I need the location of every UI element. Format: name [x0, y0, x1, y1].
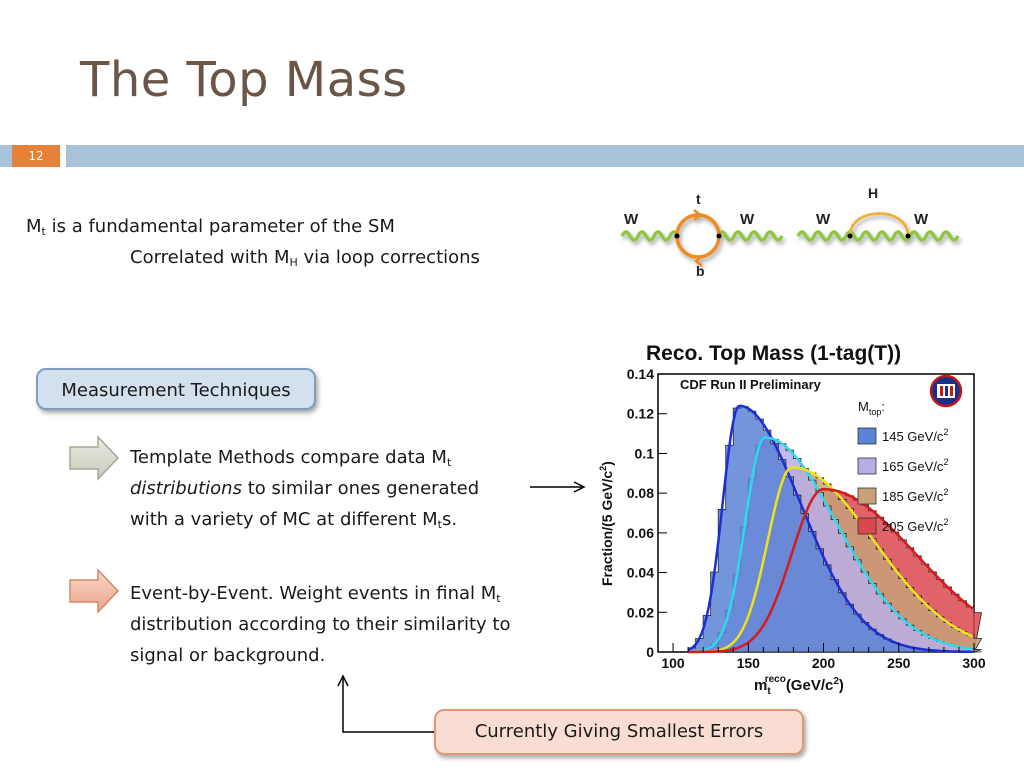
- event-line-1-text: Event-by-Event. Weight events in final M: [130, 583, 497, 604]
- chart-annotation: CDF Run II Preliminary: [680, 377, 822, 392]
- smallest-errors-box: Currently Giving Smallest Errors: [434, 709, 804, 755]
- legend-label: 185 GeV/c2: [882, 487, 948, 504]
- legend-label: 145 GeV/c2: [882, 427, 948, 444]
- chart-areas: [687, 406, 983, 653]
- template-line-3-text: with a variety of MC at different M: [130, 509, 438, 530]
- fit-curve-200: [688, 487, 974, 654]
- legend-label: 165 GeV/c2: [882, 457, 948, 474]
- template-line-1-text: Template Methods compare data M: [130, 447, 447, 468]
- event-line-1: Event-by-Event. Weight events in final M…: [130, 578, 501, 609]
- mt-symbol: M: [26, 216, 42, 237]
- template-italic: distributions: [130, 478, 242, 499]
- x-tick-label: 100: [661, 655, 685, 671]
- legend-swatch: [857, 487, 877, 505]
- chart-curves: [687, 404, 974, 654]
- header-band-left: [0, 145, 12, 167]
- template-line-3-end: s.: [441, 509, 458, 530]
- template-arrow-icon: [69, 435, 120, 481]
- intro-line-2-rest: via loop corrections: [303, 247, 480, 268]
- chart-legend: Mtop: 145 GeV/c2 165 GeV/c2 185 GeV/c2 205 …: [857, 399, 948, 535]
- event-line-3: signal or background.: [130, 645, 326, 666]
- x-tick-label: 200: [812, 655, 836, 671]
- top-bottom-loop: [675, 213, 721, 259]
- fit-curve-144: [687, 404, 973, 654]
- legend-swatch: [857, 457, 877, 475]
- feynman-label-w2-right: W: [914, 211, 929, 228]
- event-arrow-icon: [69, 568, 120, 614]
- y-tick-label: 0.04: [627, 565, 654, 581]
- legend-label: 205 GeV/c2: [882, 517, 948, 534]
- x-tick-label: 250: [887, 655, 911, 671]
- x-tick-label: 300: [962, 655, 986, 671]
- chart-axes: 100 150 200 250 300 0 0.02 0.04 0.06 0.08 0.1 0.12 0…: [627, 366, 986, 671]
- y-tick-label: 0.1: [635, 445, 655, 461]
- template-mt-sub-2: t: [437, 518, 442, 531]
- pointer-arrow-to-event: [342, 678, 434, 733]
- feynman-label-w1-left: W: [624, 211, 639, 228]
- w-boson-left-2: [796, 230, 960, 242]
- feynman-label-w1-right: W: [740, 211, 755, 228]
- feynman-diagrams: W W t b W W H: [620, 185, 960, 279]
- w-boson-right-1: [716, 230, 784, 242]
- fit-curve-161: [688, 436, 973, 654]
- measurement-techniques-box: Measurement Techniques: [36, 368, 316, 410]
- feynman-label-b: b: [696, 263, 705, 279]
- y-tick-label: 0.14: [627, 366, 654, 382]
- top-mass-chart: Reco. Top Mass (1-tag(T)) 100 150 200 250 30…: [598, 342, 986, 696]
- feynman-label-h: H: [868, 185, 878, 201]
- w-boson-left-1: [620, 230, 680, 242]
- template-line-2-text: to similar ones generated: [247, 478, 480, 499]
- y-tick-label: 0.06: [627, 525, 654, 541]
- x-axis-label: mtreco(GeV/c2): [754, 674, 844, 696]
- template-line-3: with a variety of MC at different Mts.: [130, 504, 457, 535]
- template-mt-sub-1: t: [446, 456, 452, 469]
- header-band-right: [66, 145, 1024, 167]
- intro-line-2: Correlated with MH via loop corrections: [130, 242, 480, 273]
- intro-line-1-text: is a fundamental parameter of the SM: [51, 216, 395, 237]
- template-line-1: Template Methods compare data Mt: [130, 442, 451, 473]
- slide-title: The Top Mass: [80, 52, 408, 108]
- intro-line-2-text: Correlated with M: [130, 247, 290, 268]
- mh-subscript: H: [289, 256, 298, 269]
- y-tick-label: 0.02: [627, 604, 654, 620]
- feynman-label-t: t: [696, 191, 701, 207]
- y-tick-label: 0.08: [627, 485, 654, 501]
- intro-line-1: Mt is a fundamental parameter of the SM: [26, 211, 395, 242]
- legend-title: Mtop:: [858, 399, 885, 417]
- y-tick-label: 0: [646, 644, 654, 660]
- cdf-logo: [929, 374, 963, 408]
- event-mt-sub: t: [496, 592, 501, 605]
- event-line-2: distribution according to their similari…: [130, 614, 511, 635]
- mt-subscript: t: [41, 225, 46, 238]
- legend-swatch: [857, 427, 877, 445]
- y-axis-label: Fraction/(5 GeV/c2): [598, 461, 615, 586]
- page-number: 12: [12, 145, 60, 167]
- y-tick-label: 0.12: [627, 406, 654, 422]
- chart-title: Reco. Top Mass (1-tag(T)): [646, 342, 901, 365]
- feynman-label-w2-left: W: [816, 211, 831, 228]
- legend-swatch: [857, 517, 877, 535]
- fit-curve-179: [688, 466, 973, 654]
- template-line-2: distributions to similar ones generated: [130, 473, 479, 504]
- x-tick-label: 150: [737, 655, 761, 671]
